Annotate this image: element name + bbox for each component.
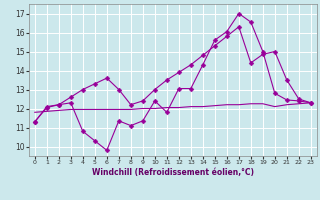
X-axis label: Windchill (Refroidissement éolien,°C): Windchill (Refroidissement éolien,°C) [92,168,254,177]
